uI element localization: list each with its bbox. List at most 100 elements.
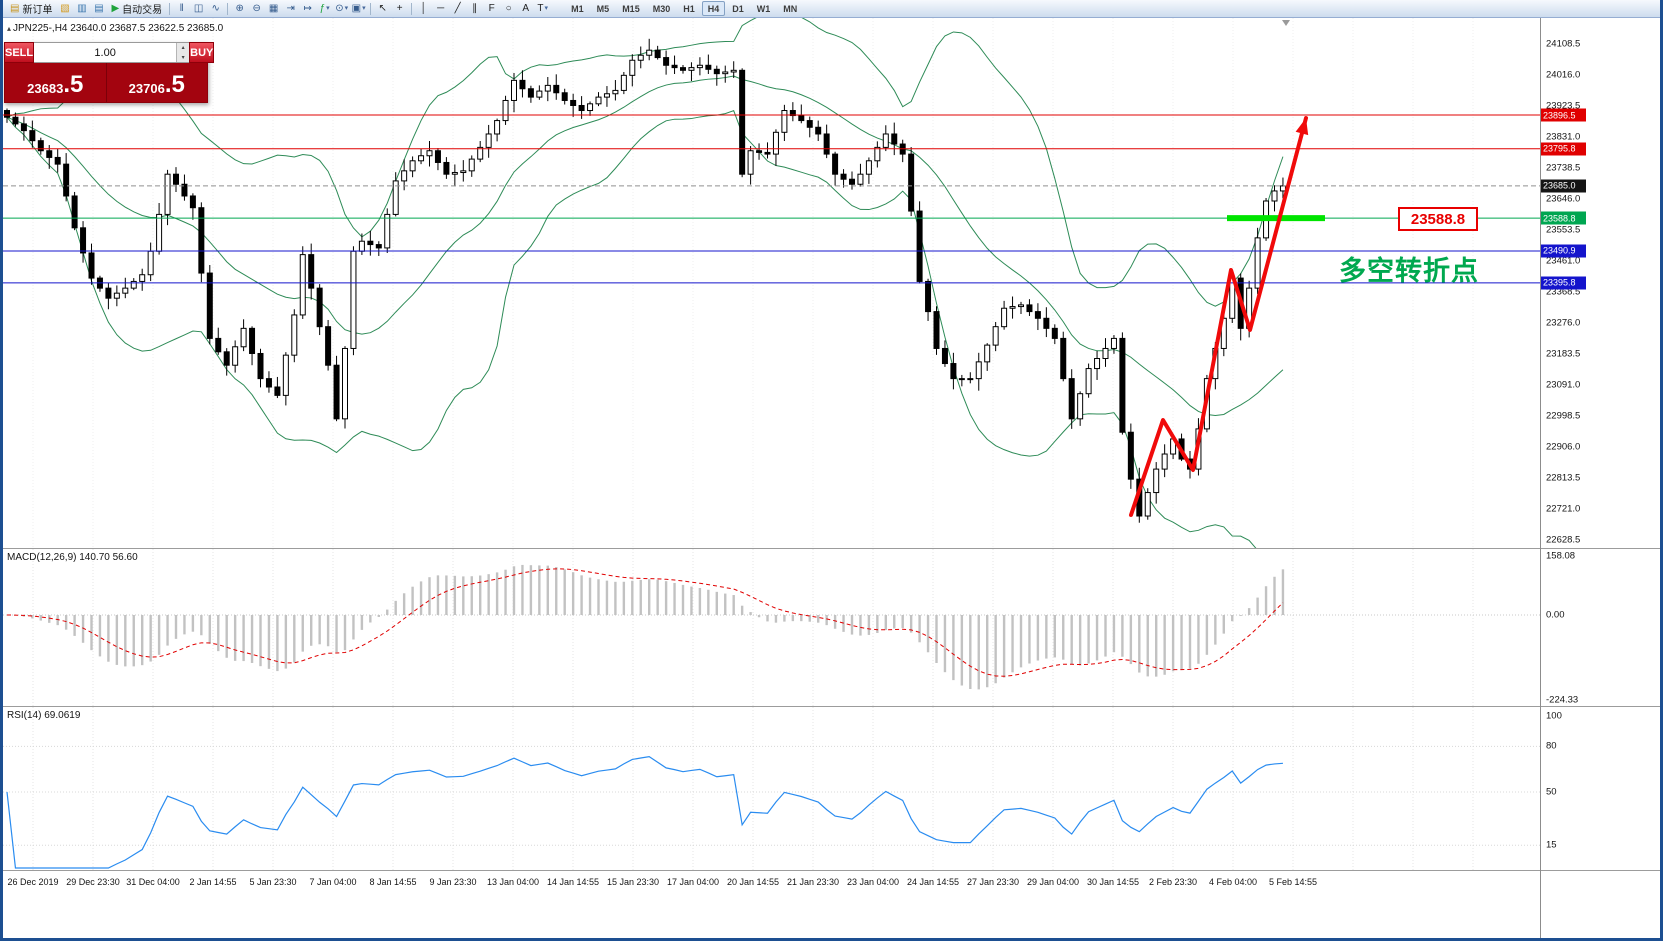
axis-separator (1540, 18, 1541, 938)
templates-dropdown[interactable]: ▣ ▾ (350, 1, 367, 17)
rsi-axis: 100 80 50 15 (1540, 707, 1660, 871)
line-chart-icon[interactable]: ∿ (207, 1, 224, 17)
turning-point-label[interactable]: 多空转折点 (1339, 256, 1479, 286)
periods-dropdown[interactable]: ⊙ ▾ (333, 1, 350, 17)
window-frame-left (0, 0, 3, 941)
panel-separator[interactable] (3, 706, 1660, 707)
time-axis-label: 23 Jan 04:00 (846, 877, 900, 887)
new-order-button-label: 新订单 (22, 5, 53, 16)
chart-shift-icon: ↦ (303, 2, 312, 14)
rsi-scale-label: 15 (1546, 839, 1557, 851)
time-axis-label: 14 Jan 14:55 (546, 877, 600, 887)
candlestick-chart-icon[interactable]: ◫ (190, 1, 207, 17)
price-divider (105, 63, 107, 102)
sell-button[interactable]: SELL (4, 42, 35, 63)
annotations-layer[interactable] (1129, 116, 1325, 517)
zoom-in-icon[interactable]: ⊕ (231, 1, 248, 17)
price-chart-canvas[interactable] (3, 18, 1540, 549)
profiles-icon[interactable]: ▧ (56, 1, 73, 17)
macd-title: MACD(12,26,9) 140.70 56.60 (7, 552, 138, 563)
shapes-icon[interactable]: ○ (500, 1, 517, 17)
chart-shift-icon[interactable]: ↦ (299, 1, 316, 17)
fibonacci-icon: F (488, 2, 495, 14)
support-level-price-label[interactable]: 23588.8 (1398, 207, 1478, 231)
price-axis-tag: 23685.0 (1540, 179, 1586, 193)
rsi-scale-label: 80 (1546, 740, 1557, 752)
fibonacci-icon[interactable]: F (483, 1, 500, 17)
trendline-icon: ╱ (454, 2, 461, 14)
timeframe-H4[interactable]: H4 (701, 1, 726, 16)
zoom-out-icon: ⊖ (252, 2, 261, 14)
volume-down-button[interactable]: ▾ (177, 52, 190, 62)
new-order-button[interactable]: ▤ 新订单 (6, 1, 56, 17)
volume-field: ▴ ▾ (34, 42, 190, 63)
autotrading-button-label: 自动交易 (122, 5, 163, 16)
zoom-out-icon[interactable]: ⊖ (248, 1, 265, 17)
price-axis-label: 23646.0 (1546, 193, 1581, 205)
price-axis-label: 23461.0 (1546, 255, 1581, 267)
time-axis-label: 30 Jan 14:55 (1086, 877, 1140, 887)
data-window-icon[interactable]: ▤ (90, 1, 107, 17)
timeframe-M5[interactable]: M5 (596, 3, 610, 14)
indicators-dropdown[interactable]: ƒ ▾ (316, 1, 333, 17)
channel-icon[interactable]: ∥ (466, 1, 483, 17)
rsi-panel[interactable]: RSI(14) 69.0619 (3, 707, 1540, 871)
macd-canvas[interactable] (3, 549, 1540, 707)
time-axis-label: 29 Dec 23:30 (66, 877, 120, 887)
timeframe-M30[interactable]: M30 (652, 3, 671, 14)
caret-down-icon: ▾ (326, 5, 330, 12)
crosshair-icon: + (396, 2, 403, 14)
arrows-dropdown[interactable]: T ▾ (534, 1, 551, 17)
auto-scroll-icon[interactable]: ⇥ (282, 1, 299, 17)
text-icon[interactable]: A (517, 1, 534, 17)
buy-price-display: 23706.5 (107, 63, 208, 102)
price-axis-label: 23923.5 (1546, 100, 1581, 112)
toolbar-separator (227, 2, 229, 15)
timeframe-W1[interactable]: W1 (756, 3, 771, 14)
timeframe-H1[interactable]: H1 (683, 3, 695, 14)
price-axis-label: 24108.5 (1546, 38, 1581, 50)
rsi-canvas[interactable] (3, 707, 1540, 871)
vertical-line-icon: │ (420, 2, 427, 14)
macd-signal-layer (6, 568, 1284, 677)
volume-input[interactable] (34, 43, 177, 62)
trendline-icon[interactable]: ╱ (449, 1, 466, 17)
price-axis-label: 22813.5 (1546, 472, 1581, 484)
timeframe-M1[interactable]: M1 (571, 3, 584, 14)
market-watch-icon[interactable]: ▥ (73, 1, 90, 17)
macd-panel[interactable]: MACD(12,26,9) 140.70 56.60 (3, 549, 1540, 707)
price-axis-label: 24016.0 (1546, 69, 1581, 81)
timeframe-MN[interactable]: MN (783, 3, 798, 14)
sell-price-display: 23683.5 (5, 63, 106, 102)
timeframe-M15[interactable]: M15 (622, 3, 640, 14)
time-axis-label: 4 Feb 04:00 (1208, 877, 1258, 887)
time-axis-label: 9 Jan 23:30 (429, 877, 477, 887)
toolbar-separator (411, 2, 413, 15)
crosshair-icon[interactable]: + (391, 1, 408, 17)
tile-windows-icon[interactable]: ▦ (265, 1, 282, 17)
zoom-in-icon: ⊕ (235, 2, 244, 14)
bar-chart-icon[interactable]: ‖ (173, 1, 190, 17)
shapes-icon: ○ (505, 2, 512, 14)
rsi-line-layer (6, 755, 1283, 869)
buy-button[interactable]: BUY (189, 42, 215, 63)
symbol-icon: ▴ (7, 24, 12, 33)
indicators-icon: ƒ (319, 2, 326, 14)
template-icon: ▣ (351, 2, 362, 14)
sell-price-main: 23683 (27, 81, 64, 96)
timeframe-D1[interactable]: D1 (732, 3, 744, 14)
volume-up-button[interactable]: ▴ (177, 43, 190, 53)
tile-windows-icon: ▦ (268, 2, 279, 14)
autotrading-button[interactable]: ▶ 自动交易 (107, 1, 166, 17)
horizontal-line-icon: ─ (437, 2, 445, 14)
vertical-line-icon[interactable]: │ (415, 1, 432, 17)
sell-price-pips: .5 (63, 71, 84, 98)
caret-down-icon: ▾ (544, 5, 548, 12)
buy-price-main: 23706 (128, 81, 165, 96)
panel-separator[interactable] (3, 548, 1660, 549)
horizontal-line-icon[interactable]: ─ (432, 1, 449, 17)
chart-area[interactable]: ▴ JPN225-,H4 23640.0 23687.5 23622.5 2368… (3, 18, 1540, 549)
line-chart-icon: ∿ (211, 2, 220, 14)
cursor-icon[interactable]: ↖ (374, 1, 391, 17)
level-lines-layer (3, 114, 1540, 284)
